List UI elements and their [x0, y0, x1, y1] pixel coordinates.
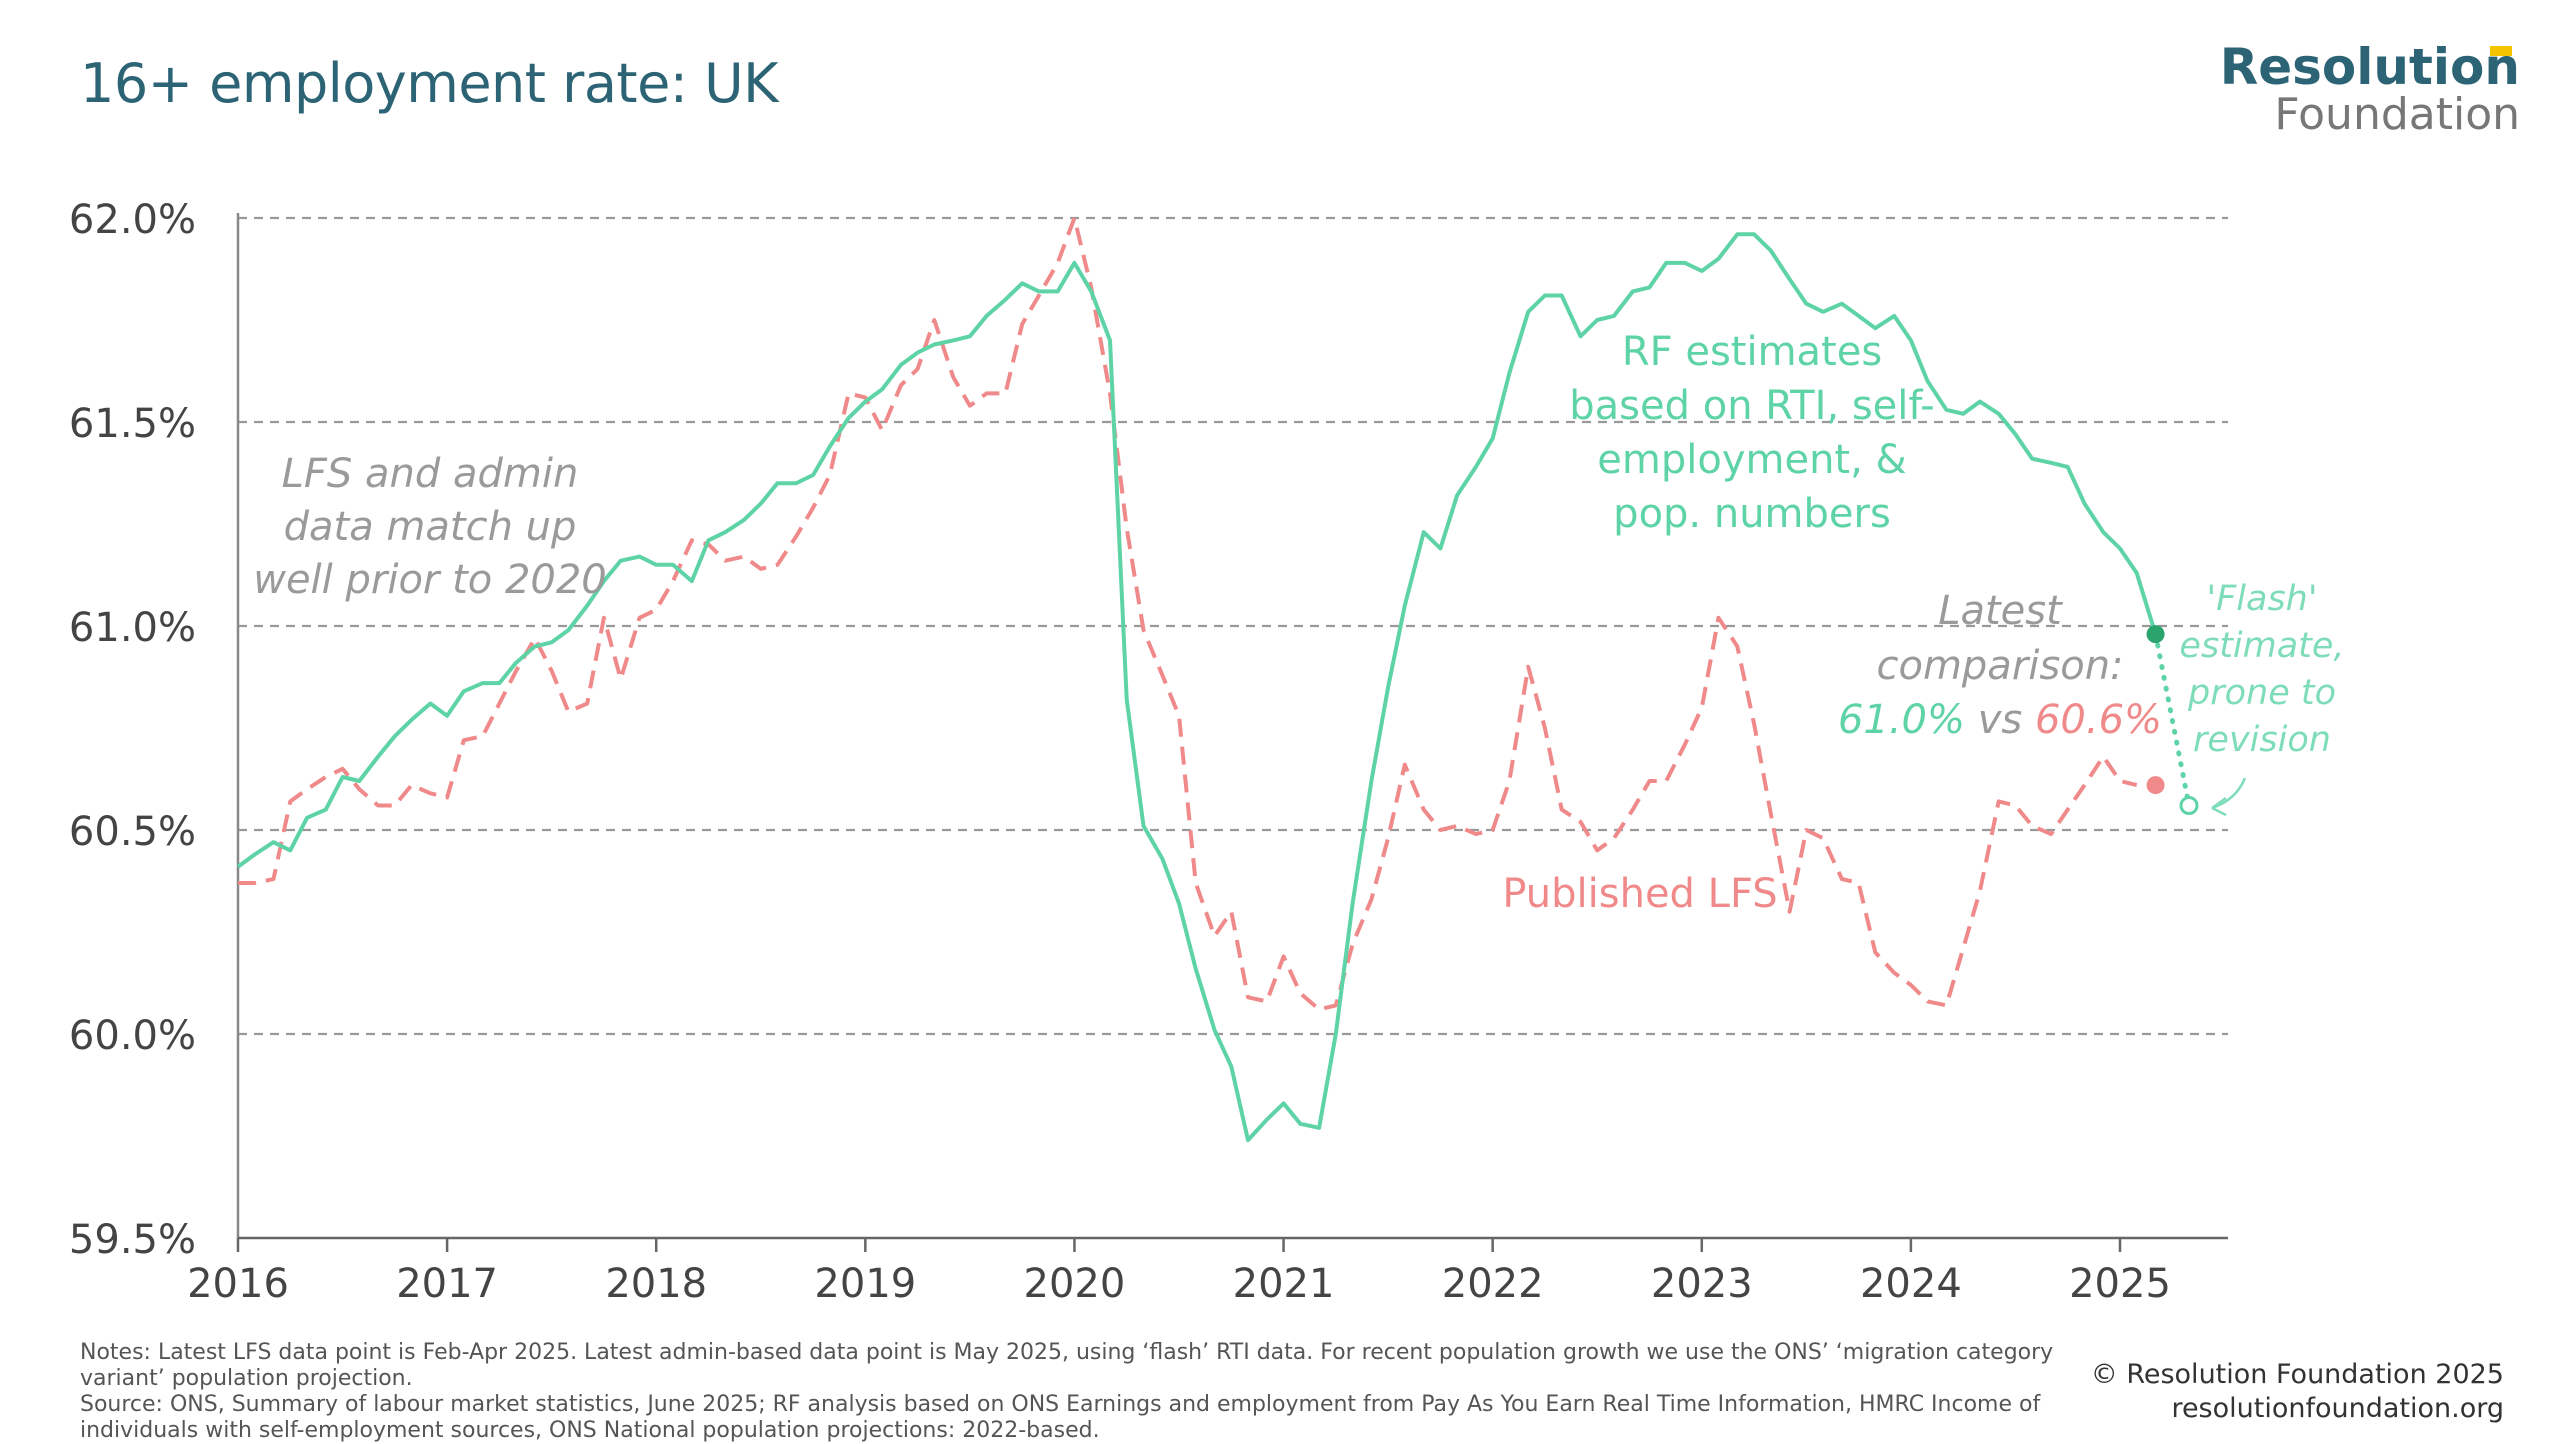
flash-arrow-head: [2211, 796, 2227, 817]
latest-value-part: vs: [1965, 697, 2035, 743]
annotation-lfs-admin-match: LFS and admin: [282, 451, 579, 497]
resolution-foundation-logo: Resolution Foundation: [2220, 42, 2520, 138]
annotation-flash-estimate: revision: [2193, 720, 2331, 760]
annotation-rf-estimates: pop. numbers: [1613, 491, 1891, 537]
y-tick-label: 62.0%: [69, 197, 196, 243]
annotation-comparison: comparison:: [1876, 643, 2123, 689]
source-text: Source: ONS, Summary of labour market st…: [80, 1392, 2041, 1443]
lfs-latest-point: [2146, 776, 2165, 795]
x-tick-label: 2017: [396, 1261, 498, 1307]
flash-estimate-point: [2179, 796, 2199, 816]
y-tick-label: 61.0%: [69, 605, 196, 651]
annotations: LFS and admin data match up well prior to …: [253, 329, 2344, 917]
rf-latest-point: [2146, 625, 2165, 644]
logo-word-foundation: Foundation: [2274, 89, 2520, 140]
y-tick-label: 59.5%: [69, 1217, 196, 1263]
annotation-lfs-admin-match: data match up: [284, 504, 577, 550]
annotation-rf-estimates: employment, &: [1597, 437, 1906, 483]
annotation-lfs-admin-match: well prior to 2020: [253, 557, 607, 603]
lfs-series-line: [238, 216, 2138, 1012]
x-tick-label: 2025: [2069, 1261, 2171, 1307]
annotation-published-lfs: Published LFS: [1502, 871, 1777, 917]
x-tick-label: 2020: [1024, 1261, 1126, 1307]
chart-title: 16+ employment rate: UK: [80, 52, 779, 115]
x-tick-label: 2021: [1233, 1261, 1335, 1307]
axes: 62.0% 61.5% 61.0% 60.5% 60.0% 59.5%2016 2017 20…: [69, 197, 2228, 1307]
x-tick-label: 2016: [187, 1261, 289, 1307]
latest-value-part: 61.0%: [1838, 697, 1965, 743]
x-tick-label: 2024: [1860, 1261, 1962, 1307]
series: [236, 216, 2199, 1143]
website-link[interactable]: resolutionfoundation.org: [2171, 1393, 2504, 1424]
y-tick-label: 60.0%: [69, 1013, 196, 1059]
copyright-text: © Resolution Foundation 2025: [2090, 1359, 2504, 1390]
notes-text: Notes: Latest LFS data point is Feb-Apr …: [80, 1340, 2054, 1391]
annotation-rf-estimates: RF estimates: [1622, 329, 1882, 375]
logo-accent-mark: [2490, 46, 2512, 56]
logo-word-resolution: Resolution: [2219, 38, 2520, 96]
latest-value-part: 60.6%: [2035, 697, 2162, 743]
y-tick-label: 61.5%: [69, 401, 196, 447]
annotation-flash-estimate: 'Flash': [2207, 579, 2318, 619]
flash-estimate-line: [2153, 631, 2192, 809]
annotation-flash-estimate: estimate,: [2179, 626, 2344, 666]
annotation-flash-estimate: prone to: [2187, 673, 2336, 713]
x-tick-label: 2022: [1442, 1261, 1544, 1307]
x-tick-label: 2019: [814, 1261, 916, 1307]
y-tick-label: 60.5%: [69, 809, 196, 855]
chart-notes: Notes: Latest LFS data point is Feb-Apr …: [80, 1340, 2140, 1444]
x-tick-label: 2018: [605, 1261, 707, 1307]
x-tick-label: 2023: [1651, 1261, 1753, 1307]
rf-series-line: [236, 232, 2158, 1143]
gridlines: [238, 216, 2228, 1036]
annotation-latest-values: 61.0% vs 60.6%: [1838, 697, 2162, 743]
annotation-latest: Latest: [1938, 588, 2063, 634]
credits: © Resolution Foundation 2025 resolutionf…: [2091, 1358, 2504, 1426]
annotation-rf-estimates: based on RTI, self-: [1569, 383, 1934, 429]
